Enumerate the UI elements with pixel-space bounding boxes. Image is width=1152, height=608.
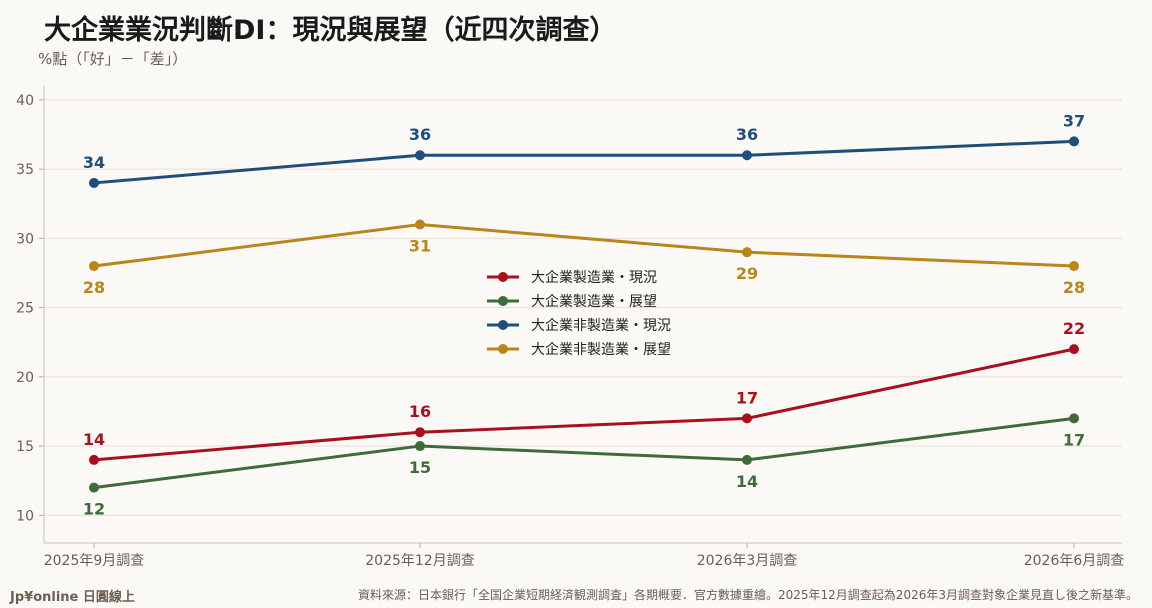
data-point <box>415 150 425 161</box>
data-point <box>415 441 425 452</box>
series-line <box>93 347 1075 462</box>
data-point <box>1069 136 1079 147</box>
legend-label: 大企業製造業・展望 <box>531 293 657 310</box>
x-tick-label: 2025年9月調查 <box>44 553 145 569</box>
data-label: 14 <box>83 430 105 449</box>
chart-title: 大企業業況判斷DI：現況與展望（近四次調查） <box>44 15 617 46</box>
data-label: 31 <box>409 236 431 255</box>
x-tick-label: 2026年6月調查 <box>1024 553 1125 569</box>
brand-label: Jp¥online 日圓線上 <box>10 590 135 605</box>
data-point <box>415 219 425 230</box>
data-point <box>742 150 752 161</box>
series-line <box>93 222 1075 268</box>
series-line <box>93 139 1075 185</box>
source-note: 資料來源：日本銀行「全国企業短期経済観測調査」各期概要．官方數據重繪。2025年… <box>358 588 1138 602</box>
data-label: 15 <box>409 458 431 477</box>
legend-label: 大企業非製造業・展望 <box>531 341 671 358</box>
data-label: 28 <box>83 278 105 297</box>
data-point <box>89 261 99 272</box>
data-point <box>89 177 99 188</box>
x-tick-label: 2026年3月調查 <box>697 553 798 569</box>
data-label: 12 <box>83 500 105 519</box>
y-tick-label: 20 <box>16 370 34 386</box>
legend-marker <box>498 272 508 282</box>
legend-marker <box>498 320 508 330</box>
data-point <box>742 413 752 424</box>
y-tick-label: 15 <box>16 439 34 455</box>
legend-label: 大企業製造業・現況 <box>531 269 657 286</box>
data-point <box>1069 413 1079 424</box>
y-tick-label: 40 <box>16 93 34 109</box>
data-label: 37 <box>1063 111 1085 130</box>
x-tick-label: 2025年12月調查 <box>365 553 474 569</box>
data-label: 36 <box>736 125 758 144</box>
data-point <box>415 427 425 438</box>
data-label: 16 <box>409 402 431 421</box>
y-tick-label: 10 <box>16 508 34 524</box>
data-point <box>89 482 99 493</box>
data-label: 22 <box>1063 319 1085 338</box>
data-point <box>1069 261 1079 272</box>
legend-marker <box>498 344 508 354</box>
y-axis-label: %點（「好」－「差」） <box>38 50 188 68</box>
data-label: 17 <box>736 388 758 407</box>
y-tick-label: 25 <box>16 301 34 317</box>
data-label: 14 <box>736 472 758 491</box>
data-label: 34 <box>83 153 105 172</box>
data-label: 17 <box>1063 430 1085 449</box>
series-line <box>93 416 1075 490</box>
legend-label: 大企業非製造業・現況 <box>531 317 671 334</box>
data-point <box>89 454 99 465</box>
data-label: 28 <box>1063 278 1085 297</box>
data-label: 36 <box>409 125 431 144</box>
y-tick-label: 30 <box>16 231 34 247</box>
data-point <box>742 454 752 465</box>
data-label: 29 <box>736 264 758 283</box>
data-point <box>742 247 752 258</box>
legend-marker <box>498 296 508 306</box>
y-tick-label: 35 <box>16 162 34 178</box>
data-point <box>1069 344 1079 355</box>
